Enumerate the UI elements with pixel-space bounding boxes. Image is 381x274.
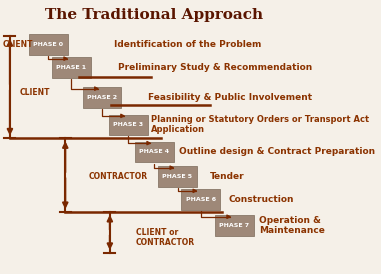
Text: Feasibility & Public Involvement: Feasibility & Public Involvement xyxy=(148,93,312,102)
Text: CONTRACTOR: CONTRACTOR xyxy=(88,172,147,181)
Text: PHASE 6: PHASE 6 xyxy=(186,197,216,202)
Text: CLIENT: CLIENT xyxy=(20,87,50,96)
Text: PHASE 7: PHASE 7 xyxy=(219,223,250,228)
Text: PHASE 5: PHASE 5 xyxy=(162,174,192,179)
Text: Preliminary Study & Recommendation: Preliminary Study & Recommendation xyxy=(118,63,312,72)
FancyBboxPatch shape xyxy=(215,215,254,236)
Text: The Traditional Approach: The Traditional Approach xyxy=(45,7,264,22)
FancyBboxPatch shape xyxy=(52,57,91,78)
FancyBboxPatch shape xyxy=(181,190,220,210)
FancyBboxPatch shape xyxy=(29,34,67,55)
Text: CLIENT: CLIENT xyxy=(2,40,33,49)
Text: Tender: Tender xyxy=(210,172,245,181)
Text: PHASE 4: PHASE 4 xyxy=(139,150,170,155)
Text: Operation &
Maintenance: Operation & Maintenance xyxy=(259,216,325,235)
Text: Outline design & Contract Preparation: Outline design & Contract Preparation xyxy=(179,147,375,156)
FancyBboxPatch shape xyxy=(83,87,122,108)
Text: Identification of the Problem: Identification of the Problem xyxy=(114,40,262,49)
FancyBboxPatch shape xyxy=(135,142,174,162)
Text: PHASE 3: PHASE 3 xyxy=(113,122,143,127)
FancyBboxPatch shape xyxy=(158,166,197,187)
Text: PHASE 1: PHASE 1 xyxy=(56,65,86,70)
Text: Construction: Construction xyxy=(228,195,294,204)
FancyBboxPatch shape xyxy=(109,115,147,135)
Text: CLIENT or
CONTRACTOR: CLIENT or CONTRACTOR xyxy=(136,228,195,247)
Text: PHASE 2: PHASE 2 xyxy=(87,95,117,100)
Text: Planning or Statutory Orders or Transport Act
Application: Planning or Statutory Orders or Transpor… xyxy=(151,115,370,135)
Text: PHASE 0: PHASE 0 xyxy=(34,42,63,47)
